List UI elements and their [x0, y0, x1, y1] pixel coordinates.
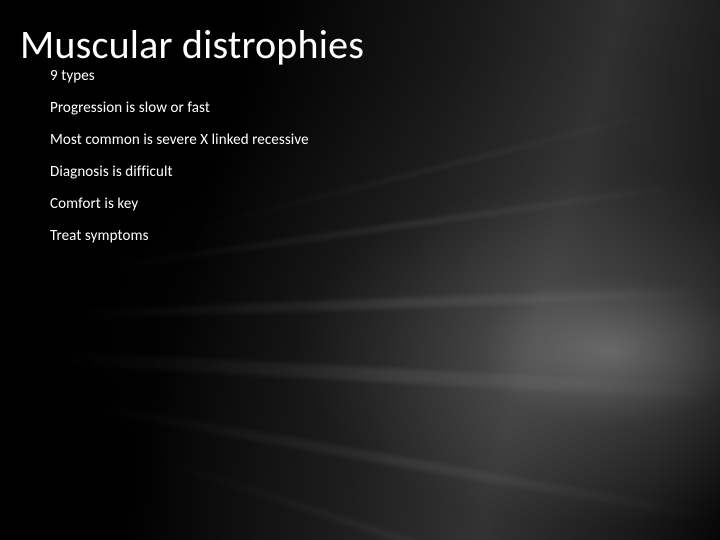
list-item: 9 types [50, 67, 720, 85]
bullet-list: 9 types Progression is slow or fast Most… [20, 67, 720, 245]
list-item: Comfort is key [50, 195, 720, 213]
slide-content: Muscular distrophies 9 types Progression… [0, 0, 720, 245]
list-item: Most common is severe X linked recessive [50, 131, 720, 149]
list-item: Diagnosis is difficult [50, 163, 720, 181]
slide-title: Muscular distrophies [20, 20, 720, 69]
list-item: Treat symptoms [50, 227, 720, 245]
list-item: Progression is slow or fast [50, 99, 720, 117]
